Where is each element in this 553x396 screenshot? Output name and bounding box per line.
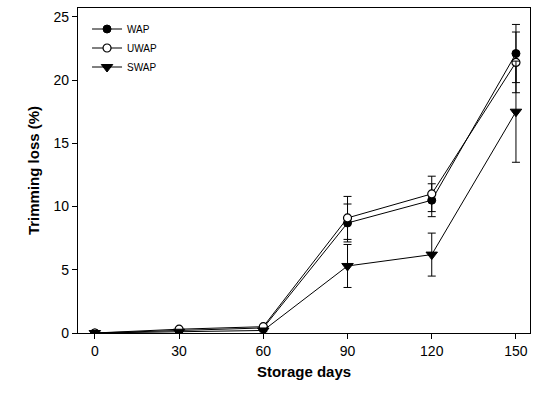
svg-text:SWAP: SWAP — [127, 62, 156, 73]
svg-text:25: 25 — [54, 9, 70, 25]
svg-text:Storage days: Storage days — [257, 363, 351, 380]
svg-text:UWAP: UWAP — [127, 43, 157, 54]
svg-text:150: 150 — [504, 343, 528, 359]
svg-text:15: 15 — [54, 135, 70, 151]
svg-text:0: 0 — [91, 343, 99, 359]
svg-text:WAP: WAP — [127, 24, 150, 35]
svg-text:Trimming loss (%): Trimming loss (%) — [25, 106, 42, 235]
svg-text:5: 5 — [61, 262, 69, 278]
svg-text:60: 60 — [256, 343, 272, 359]
svg-text:90: 90 — [340, 343, 356, 359]
svg-text:120: 120 — [420, 343, 444, 359]
svg-text:10: 10 — [54, 198, 70, 214]
svg-text:30: 30 — [171, 343, 187, 359]
svg-text:20: 20 — [54, 72, 70, 88]
svg-text:0: 0 — [61, 325, 69, 341]
